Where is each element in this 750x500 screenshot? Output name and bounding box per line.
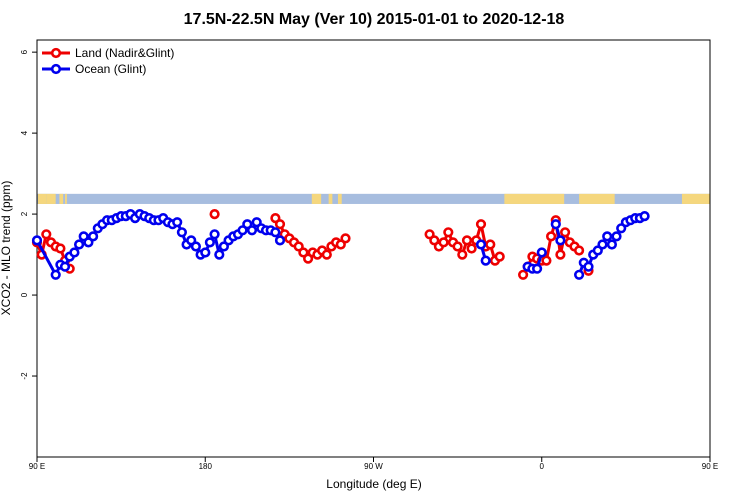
data-point [531,263,543,274]
data-point [452,241,463,252]
y-tick-label: 0 [20,292,29,297]
land-band [504,193,565,204]
y-tick-label: 2 [20,211,29,216]
legend-label: Ocean (Glint) [75,62,146,76]
data-point [517,269,529,280]
legend-marker [50,63,62,75]
data-point [583,261,594,272]
data-point [200,247,211,258]
data-point [475,239,487,250]
data-point [209,229,220,240]
data-point [494,251,505,262]
data-point [55,243,66,254]
legend-label: Land (Nadir&Glint) [75,46,174,60]
data-point [321,249,332,260]
land-band [37,193,47,204]
x-tick-label: 90 W [364,462,383,471]
y-tick-label: -2 [20,372,29,380]
data-point [550,219,561,230]
data-point [457,249,468,260]
data-point [597,239,608,250]
data-point [87,231,99,242]
data-point [559,227,571,238]
data-point [274,235,286,246]
data-point [69,247,80,258]
data-point [246,225,258,236]
land-band [59,193,64,204]
data-point [41,229,52,240]
data-point [73,239,85,250]
x-tick-label: 180 [199,462,213,471]
x-tick-label: 0 [540,462,545,471]
data-point [50,269,61,280]
land-band [65,193,67,204]
legend-marker [50,47,62,59]
chart-title: 17.5N-22.5N May (Ver 10) 2015-01-01 to 2… [184,11,565,28]
data-point [204,237,215,248]
data-point [639,211,650,222]
data-point [172,217,183,228]
data-point [270,227,281,238]
data-point [555,235,566,246]
y-tick-label: 6 [20,49,29,54]
data-point [340,233,351,244]
data-point [573,269,585,280]
y-tick-label: 4 [20,130,29,135]
series-1 [31,209,650,280]
data-point [59,261,71,272]
data-point [602,231,613,242]
axes: 90 E 180 90 W 0 90 E -2 0 2 4 6 [20,49,718,471]
data-point [274,219,286,230]
data-point [541,255,552,266]
data-point [443,227,454,238]
data-point [545,231,557,242]
data-point [438,237,449,248]
data-point [176,227,187,238]
y-axis-label: XCO2 - MLO trend (ppm) [0,181,13,316]
data-point [466,243,477,254]
data-point [485,239,496,250]
x-tick-label: 90 E [702,462,718,471]
land-band [681,193,710,204]
data-point [480,255,491,266]
land-band [337,193,342,204]
land-ocean-strip [37,193,710,204]
data-point [555,249,566,260]
legend: Land (Nadir&Glint) Ocean (Glint) [42,46,174,76]
data-point [209,209,220,220]
data-point [573,245,585,256]
land-band [579,193,615,204]
ocean-band [37,193,710,204]
land-band [311,193,322,204]
data-point [611,231,622,242]
data-point [461,235,473,246]
x-axis-label: Longitude (deg E) [326,477,421,491]
series-lines [31,209,650,280]
x-tick-label: 90 E [29,462,45,471]
data-point [475,219,487,230]
land-band [328,193,333,204]
land-band [46,193,56,204]
data-point [606,239,618,250]
data-point [190,241,201,252]
data-point [536,247,547,258]
data-point [214,249,225,260]
data-point [31,235,43,246]
